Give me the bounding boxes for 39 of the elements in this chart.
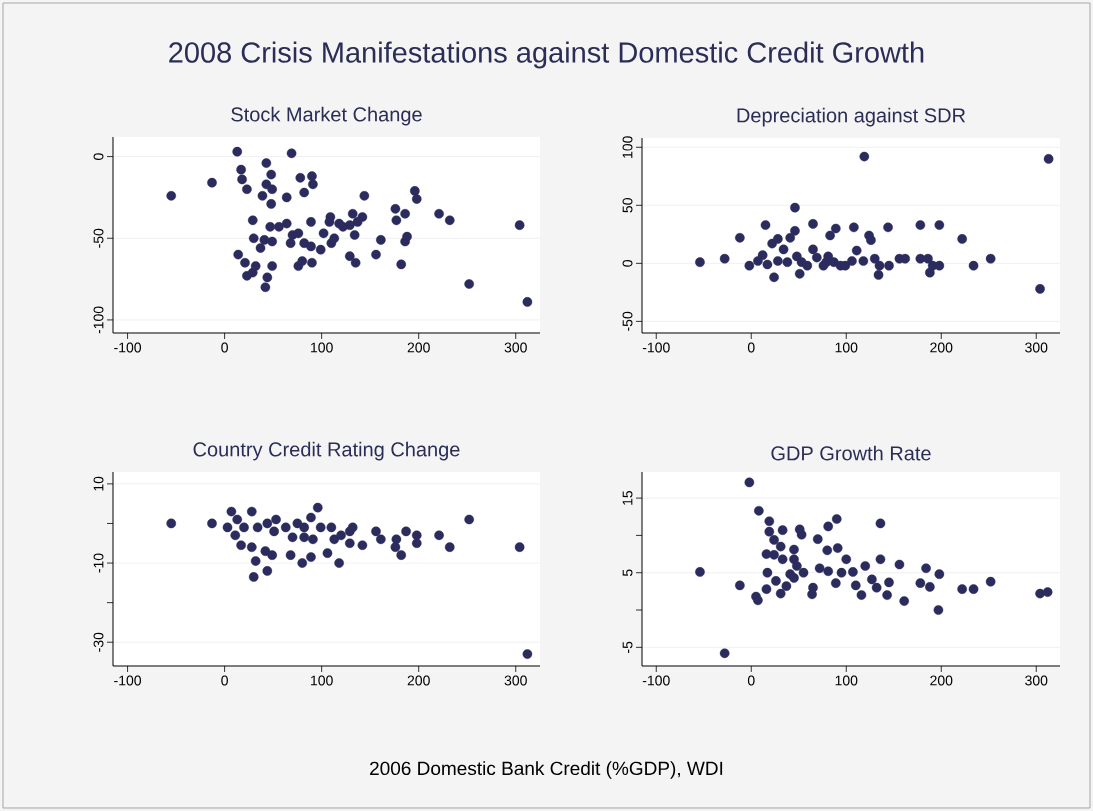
y-tick-label: 50	[622, 198, 633, 213]
y-tick-label: 0	[93, 153, 104, 160]
y-tick-label: -10	[93, 553, 104, 573]
x-tick-label: 300	[504, 342, 527, 353]
x-tick-label: 0	[747, 342, 755, 353]
y-tick-label: 100	[622, 136, 633, 158]
x-tick-label: 100	[835, 342, 858, 353]
x-tick-label: 0	[221, 675, 228, 686]
chart-title: 2008 Crisis Manifestations against Domestic Credit Growth	[169, 41, 924, 69]
x-axis-title: 2006 Domestic Bank Credit (%GDP), WDI	[370, 761, 723, 779]
chart-title: GDP Growth Rate	[771, 445, 931, 461]
x-tick-label: 200	[930, 675, 953, 686]
x-tick-label: -100	[642, 675, 670, 686]
y-tick-label: 5	[622, 569, 633, 577]
x-tick-label: -100	[642, 342, 670, 353]
x-tick-label: 100	[311, 675, 333, 686]
x-tick-label: 0	[747, 675, 755, 686]
x-tick-label: 300	[504, 675, 527, 686]
chart-title: Country Credit Rating Change	[193, 441, 460, 461]
x-tick-label: 300	[1025, 342, 1048, 353]
x-tick-label: -100	[114, 675, 142, 686]
chart-title: Depreciation against SDR	[737, 107, 966, 127]
y-tick-label: -50	[622, 311, 633, 331]
x-tick-label: -100	[114, 342, 142, 353]
y-tick-label: 0	[622, 259, 633, 267]
x-tick-label: 100	[835, 675, 858, 686]
y-tick-label: -50	[93, 228, 104, 248]
x-tick-label: 0	[221, 342, 228, 353]
y-tick-label: -100	[93, 306, 104, 334]
chart-subtitle: Stock Market Change	[231, 106, 422, 126]
y-tick-label: -30	[93, 632, 104, 652]
y-tick-label: 10	[93, 476, 104, 491]
y-tick-label: -5	[622, 641, 633, 653]
x-tick-label: 200	[407, 675, 430, 686]
x-tick-label: 200	[930, 342, 953, 353]
x-tick-label: 200	[407, 342, 430, 353]
x-tick-label: 300	[1025, 675, 1048, 686]
x-tick-label: 100	[311, 342, 333, 353]
y-tick-label: 15	[622, 490, 633, 505]
